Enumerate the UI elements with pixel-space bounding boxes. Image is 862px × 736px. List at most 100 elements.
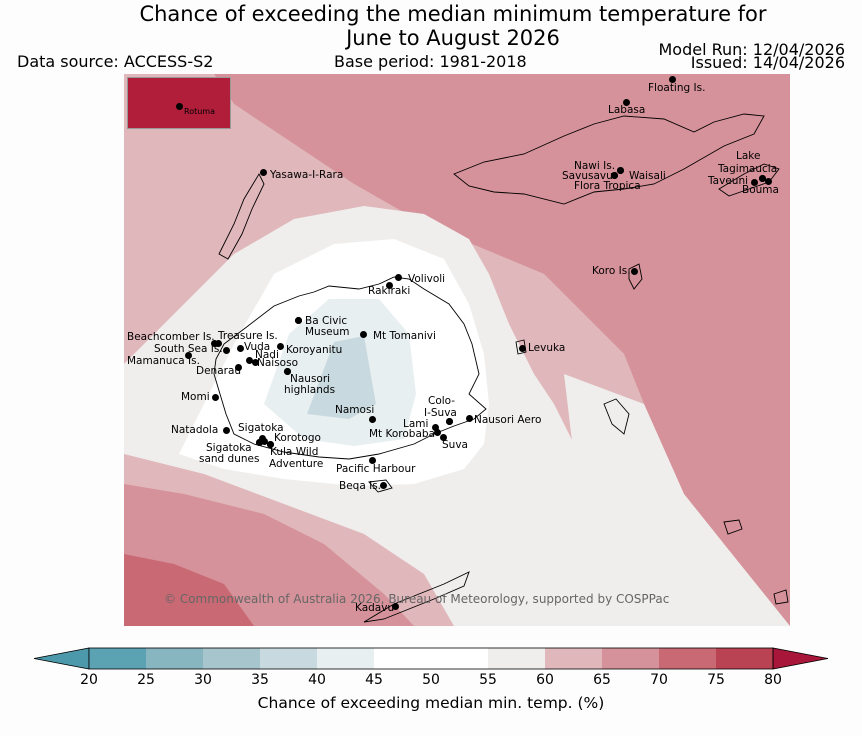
place-label: Suva	[442, 439, 468, 451]
colorbar-tick-label: 50	[422, 672, 440, 688]
place-marker	[214, 339, 222, 347]
place-marker	[433, 428, 441, 436]
place-label: Beqa Is.	[339, 480, 382, 492]
place-marker	[445, 417, 453, 425]
place-marker	[210, 339, 218, 347]
place-label: Korotogo	[274, 432, 321, 444]
place-marker	[255, 438, 263, 446]
place-label: Mt Korobaba	[369, 428, 436, 440]
place-label: Bouma	[742, 184, 779, 196]
place-label: Taveuni	[708, 175, 749, 187]
coast-gau	[603, 398, 630, 435]
colorbar-tick-label: 70	[650, 672, 668, 688]
place-marker	[359, 330, 367, 338]
colorbar	[33, 647, 829, 670]
colorbar-tick-label: 30	[194, 672, 212, 688]
rotuma-inset: Rotuma	[127, 77, 231, 129]
colorbar-segment	[716, 648, 773, 669]
colorbar-frame	[88, 647, 774, 670]
coast-vanua-levu	[453, 113, 765, 205]
colorbar-tick-label: 65	[593, 672, 611, 688]
coast-beqa	[368, 479, 393, 493]
colorbar-tick-label: 45	[365, 672, 383, 688]
coast-ono	[773, 589, 789, 605]
place-marker	[630, 267, 638, 275]
place-marker	[259, 168, 267, 176]
place-label: Natadola	[171, 424, 219, 436]
place-marker	[266, 440, 274, 448]
place-label: Nawi Is.	[574, 160, 616, 172]
coast-viti-levu	[213, 276, 487, 460]
colorbar-segment	[89, 648, 146, 669]
place-label: Labasa	[608, 104, 646, 116]
colorbar-below-arrow	[33, 647, 90, 670]
coast-kadavu	[363, 571, 470, 623]
place-label: Museum	[305, 326, 350, 338]
place-label: Koro Is.	[592, 265, 631, 277]
place-marker	[439, 433, 447, 441]
colorbar-tick-label: 20	[80, 672, 98, 688]
place-marker	[518, 344, 526, 352]
place-label: South Sea Is.	[154, 343, 223, 355]
place-marker	[385, 281, 393, 289]
colorbar-above-arrow	[772, 647, 829, 670]
coast-yasawa	[218, 173, 265, 260]
rotuma-marker	[175, 102, 183, 110]
place-label: Namosi	[335, 404, 375, 416]
place-marker	[251, 358, 259, 366]
place-label: Kadavu	[355, 602, 395, 614]
place-label: Floating Is.	[648, 82, 706, 94]
place-marker	[222, 346, 230, 354]
place-label: Treasure Is.	[218, 330, 278, 342]
place-marker	[616, 166, 624, 174]
place-marker	[668, 75, 676, 83]
place-marker	[431, 423, 439, 431]
contour-55-60-se	[564, 374, 790, 626]
data-source: Data source: ACCESS-S2	[17, 52, 214, 71]
place-marker	[368, 415, 376, 423]
place-label: Flora Tropica	[574, 180, 641, 192]
place-label: sand dunes	[199, 453, 260, 465]
place-marker	[184, 351, 192, 359]
place-label: Lake	[736, 150, 761, 162]
place-marker	[211, 393, 219, 401]
colorbar-tick-label: 60	[536, 672, 554, 688]
copyright-credit: © Commonwealth of Australia 2026, Bureau…	[164, 592, 670, 606]
colorbar-segment	[317, 648, 374, 669]
base-period: Base period: 1981-2018	[334, 52, 527, 71]
place-marker	[758, 174, 766, 182]
place-label: Nausori Aero	[474, 414, 542, 426]
place-label: Savusavu	[562, 170, 613, 182]
place-label: Vuda	[244, 341, 271, 353]
place-label: Ba Civic	[305, 315, 348, 327]
place-marker	[368, 456, 376, 464]
place-marker	[379, 481, 387, 489]
place-marker	[236, 344, 244, 352]
place-marker	[391, 602, 399, 610]
coast-lakeba	[723, 519, 743, 535]
colorbar-segment	[545, 648, 602, 669]
place-label: highlands	[284, 384, 336, 396]
contour-35-40	[307, 336, 376, 419]
place-label: Beachcomber Is.	[127, 331, 215, 343]
colorbar-tick-label: 35	[251, 672, 269, 688]
place-marker	[750, 178, 758, 186]
place-marker	[260, 437, 268, 445]
place-label: Momi	[181, 391, 210, 403]
title-line-2: June to August 2026	[346, 26, 560, 50]
coast-ovalau	[515, 339, 527, 355]
place-marker	[465, 414, 473, 422]
place-marker	[245, 356, 253, 364]
rotuma-label: Rotuma	[184, 107, 215, 116]
map-title: Chance of exceeding the median minimum t…	[0, 2, 862, 50]
place-label: Sigatoka	[238, 422, 284, 434]
probability-map: Rotuma Floating Is. Labasa Nawi Is. Savusav…	[124, 74, 790, 626]
colorbar-segment	[659, 648, 716, 669]
place-marker	[276, 342, 284, 350]
place-marker	[234, 363, 242, 371]
place-label: I-Suva	[424, 407, 457, 419]
colorbar-segment	[203, 648, 260, 669]
colorbar-segment	[431, 648, 488, 669]
place-label: Adventure	[269, 458, 324, 470]
colorbar-segment	[260, 648, 317, 669]
